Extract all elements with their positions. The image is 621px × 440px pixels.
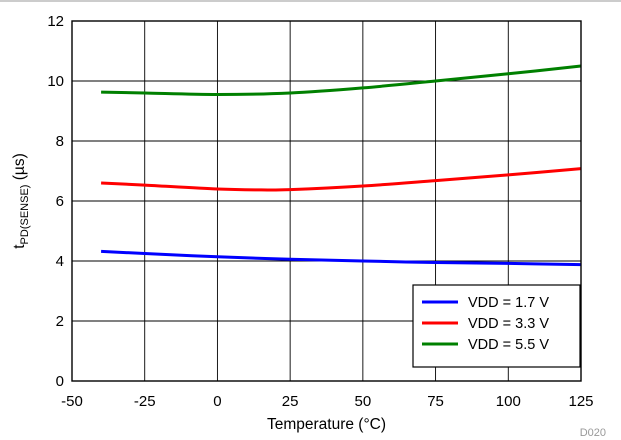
figure-tag: D020 [580, 427, 606, 439]
x-tick-label-2: 0 [213, 393, 221, 410]
x-tick-label-6: 100 [496, 393, 521, 410]
y-axis-label-main: t [11, 244, 28, 249]
y-tick-labels: 0 2 4 6 8 10 12 [47, 13, 64, 390]
plot-frame [71, 20, 582, 382]
y-axis-label: tPD(SENSE) (µs) [11, 153, 31, 249]
x-tick-label-1: -25 [134, 393, 156, 410]
y-tick-label-4: 8 [56, 133, 64, 150]
y-tick-label-6: 12 [47, 13, 64, 30]
legend-box [412, 284, 581, 368]
y-tick-label-5: 10 [47, 73, 64, 90]
y-tick-label-1: 2 [56, 313, 64, 330]
legend: VDD = 1.7 V VDD = 3.3 V VDD = 5.5 V [412, 284, 581, 368]
y-tick-label-3: 6 [56, 193, 64, 210]
series-line-2 [101, 64, 582, 96]
x-axis-label: Temperature (°C) [267, 416, 386, 433]
series-line-1 [101, 167, 582, 192]
x-tick-label-5: 75 [427, 393, 444, 410]
x-tick-labels: -50 -25 0 25 50 75 100 125 [61, 393, 593, 410]
y-tick-label-2: 4 [56, 253, 64, 270]
y-axis-label-subscript: PD(SENSE) [19, 185, 31, 245]
grid [71, 20, 582, 382]
legend-label-2: VDD = 5.5 V [468, 337, 549, 353]
legend-label-1: VDD = 3.3 V [468, 316, 549, 332]
x-tick-label-4: 50 [355, 393, 372, 410]
series-line-0 [101, 249, 582, 267]
y-tick-label-0: 0 [56, 373, 64, 390]
y-axis-label-unit: (µs) [11, 153, 28, 184]
x-tick-label-3: 25 [282, 393, 299, 410]
series-lines [101, 64, 582, 267]
legend-label-0: VDD = 1.7 V [468, 295, 549, 311]
x-tick-label-7: 125 [568, 393, 593, 410]
x-tick-label-0: -50 [61, 393, 83, 410]
